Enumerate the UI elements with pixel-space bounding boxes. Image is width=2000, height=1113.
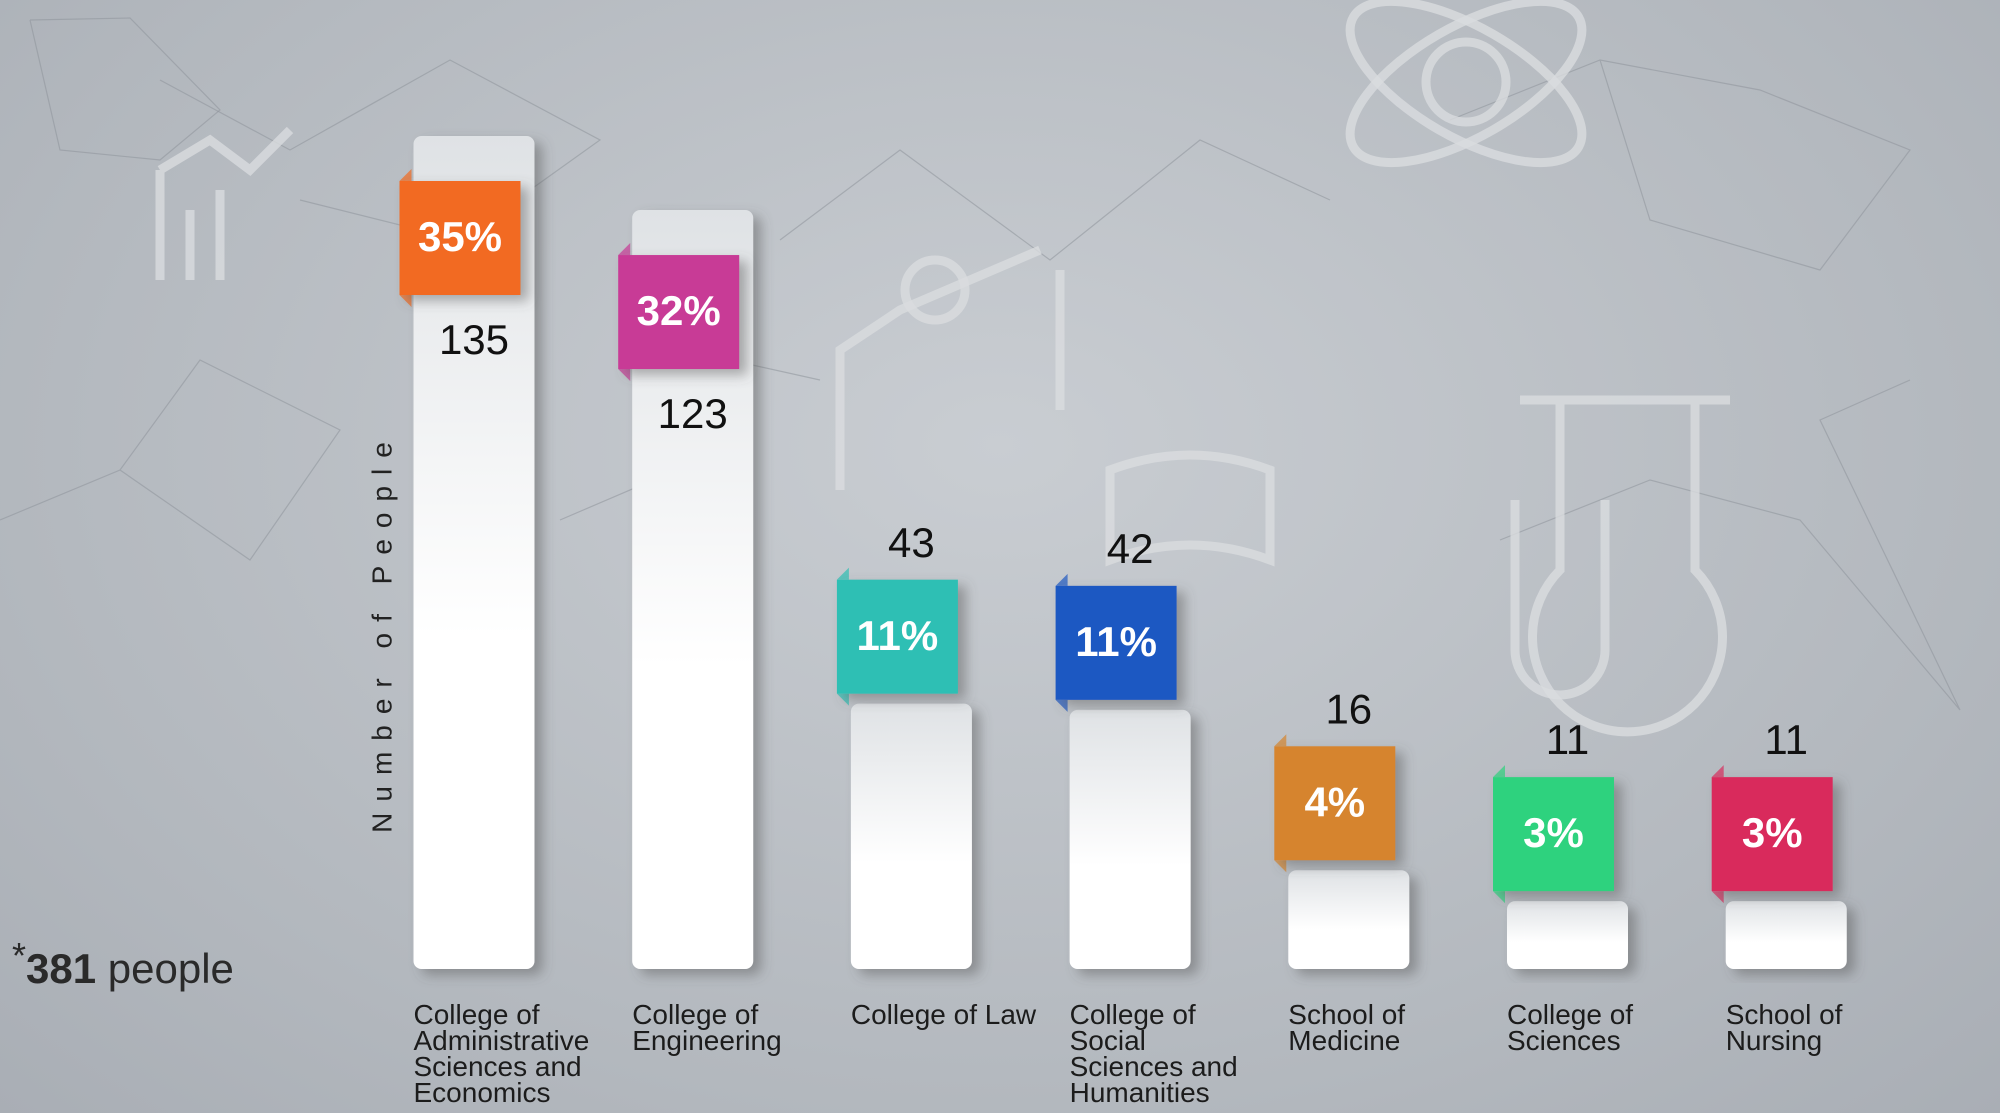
bar-group: 3% 11 xyxy=(1712,716,1847,969)
bar xyxy=(1070,710,1191,969)
total-note: *381 people xyxy=(12,935,234,993)
infographic: Number of People 35% 135 32% 123 11% 43 11% 42 4… xyxy=(0,0,2000,1113)
bar-group: 32% 123 xyxy=(618,210,753,969)
bar xyxy=(1507,901,1628,969)
category-label: College of Law xyxy=(851,1002,1041,1028)
share-label: 32% xyxy=(637,287,721,334)
total-prefix: * xyxy=(12,935,26,976)
count-label: 11 xyxy=(1546,716,1590,763)
bar-group: 3% 11 xyxy=(1493,716,1628,969)
count-label: 11 xyxy=(1764,716,1808,763)
share-label: 11% xyxy=(857,612,939,659)
category-label: School of Medicine xyxy=(1288,1002,1478,1054)
share-label: 3% xyxy=(1523,809,1584,856)
category-label: School of Nursing xyxy=(1726,1002,1916,1054)
bar xyxy=(851,704,972,969)
category-label: College of Engineering xyxy=(632,1002,822,1054)
bar xyxy=(1288,870,1409,969)
category-label: College of Administrative Sciences and E… xyxy=(414,1002,614,1106)
bar-group: 4% 16 xyxy=(1274,685,1409,969)
share-label: 3% xyxy=(1742,809,1803,856)
count-label: 123 xyxy=(658,390,728,437)
chart: Number of People 35% 135 32% 123 11% 43 11% 42 4… xyxy=(0,0,2000,1113)
bar-group: 11% 43 xyxy=(837,519,972,969)
bar-group: 11% 42 xyxy=(1056,525,1191,969)
y-axis-label: Number of People xyxy=(366,431,397,833)
count-label: 43 xyxy=(888,519,935,566)
background-network xyxy=(0,18,1960,710)
total-unit: people xyxy=(108,945,234,992)
bar-group: 35% 135 xyxy=(400,136,535,969)
share-label: 11% xyxy=(1075,618,1157,665)
share-label: 4% xyxy=(1304,778,1365,825)
share-label: 35% xyxy=(418,213,502,260)
count-label: 16 xyxy=(1325,685,1372,732)
count-label: 135 xyxy=(439,316,509,363)
total-value: 381 xyxy=(26,945,96,992)
count-label: 42 xyxy=(1107,525,1154,572)
category-label: College of Sciences xyxy=(1507,1002,1697,1054)
bar xyxy=(1726,901,1847,969)
category-label: College of Social Sciences and Humanitie… xyxy=(1070,1002,1260,1106)
